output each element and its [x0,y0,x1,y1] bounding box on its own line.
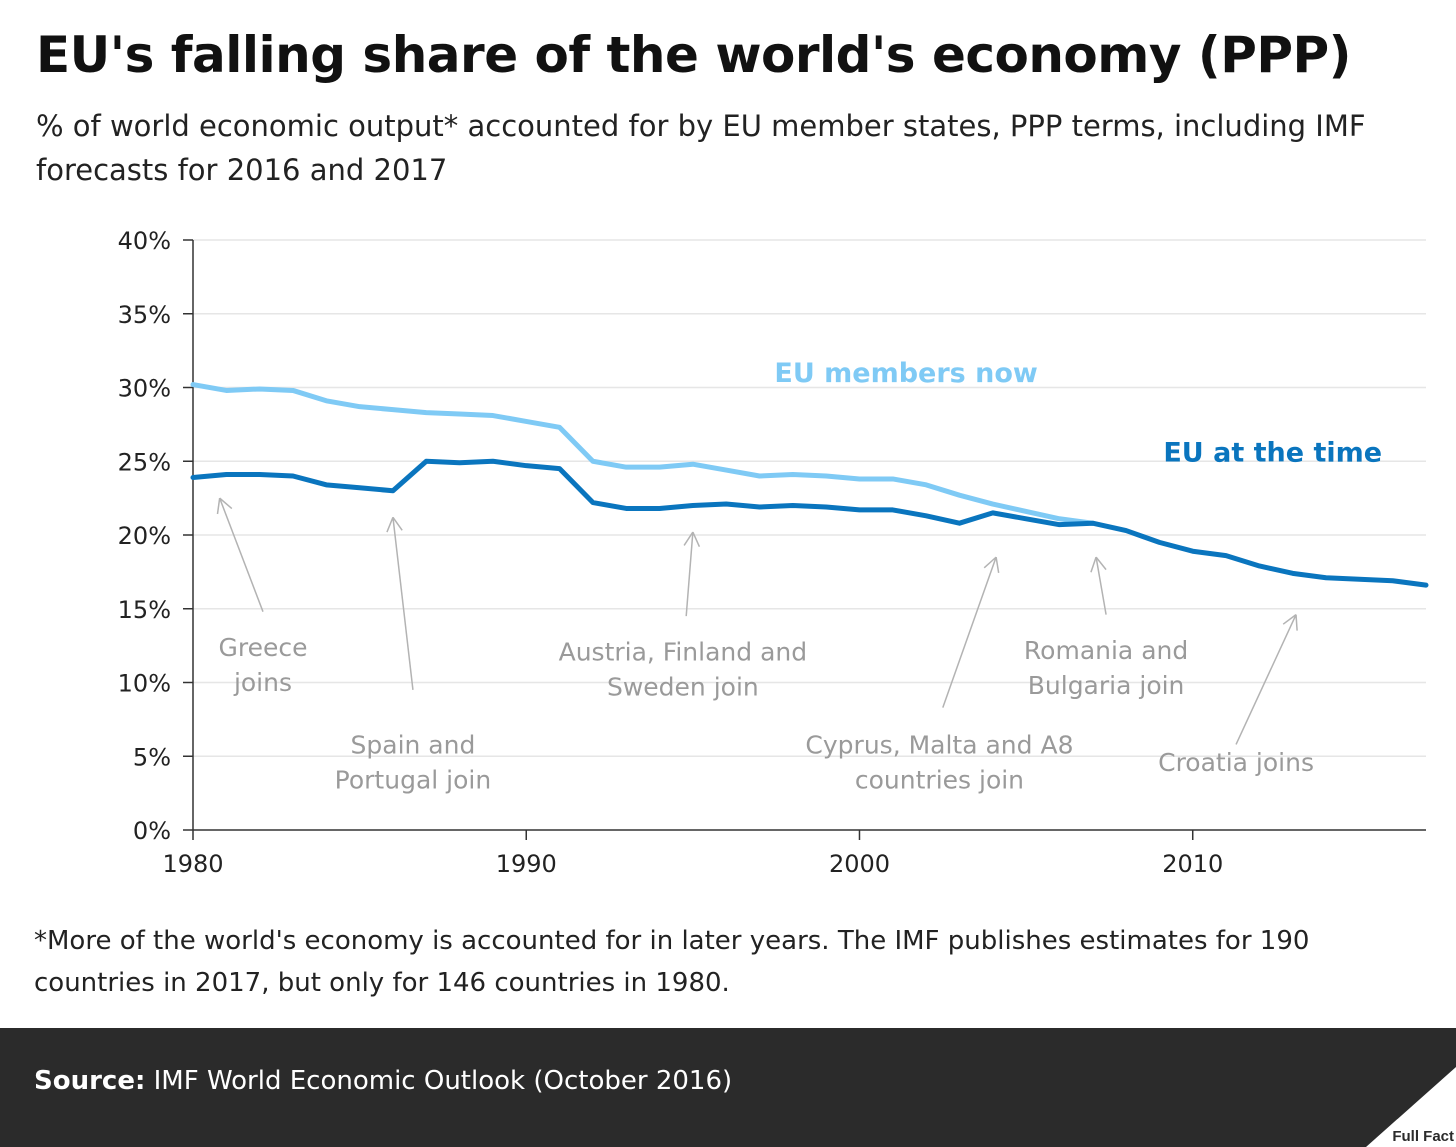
annotation-label: Cyprus, Malta and A8 [805,730,1073,759]
chart-subtitle: % of world economic output* accounted fo… [36,109,1366,187]
y-tick-label: 25% [118,448,171,476]
logo-text: Full Fact [1392,1128,1454,1145]
y-tick-label: 0% [133,817,171,845]
annotation-label: Bulgaria join [1028,671,1185,700]
annotation-arrow [1235,614,1298,745]
footnote: *More of the world's economy is accounte… [34,926,1310,998]
annotation-label: Sweden join [607,673,759,702]
series-line-eu-members-now [190,382,1096,526]
y-tick-label: 10% [118,670,171,698]
annotation-arrow [1090,556,1107,615]
y-tick-label: 20% [118,522,171,550]
annotation-label: Spain and [351,730,476,759]
y-tick-label: 15% [118,596,171,624]
annotation-label: Portugal join [335,765,492,794]
annotation-arrow [216,497,264,612]
y-tick-label: 35% [118,301,171,329]
source-line: Source: IMF World Economic Outlook (Octo… [34,1066,732,1096]
annotation-label: Greece [218,633,307,662]
annotation-arrow [386,516,414,690]
x-tick-label: 1990 [496,850,557,878]
line-chart: 0% 5% 10% 15% 20% 25% 30% 35% 40% 1980 1990 2000 201… [118,227,1429,878]
y-tick-label: 30% [118,375,171,403]
annotation-label: countries join [855,765,1024,794]
annotation-arrow [683,531,701,617]
chart-title: EU's falling share of the world's econom… [36,26,1352,84]
annotation-label: Croatia joins [1158,748,1314,777]
series-label: EU at the time [1163,437,1382,468]
x-tick-label: 2010 [1162,850,1223,878]
source-text: IMF World Economic Outlook (October 2016… [145,1066,733,1096]
annotation-label: joins [233,668,292,697]
y-tick-label: 5% [133,743,171,771]
source-label: Source: [34,1066,146,1096]
x-tick-label: 2000 [829,850,890,878]
series-label: EU members now [774,358,1038,389]
footer-bar: Source: IMF World Economic Outlook (Octo… [0,1028,1456,1147]
full-fact-logo-icon [1366,1067,1456,1147]
y-tick-label: 40% [118,227,171,255]
annotation-arrow [942,556,1000,708]
annotation-label: Romania and [1024,636,1188,665]
series-line-eu-at-the-time [190,458,1429,588]
x-tick-label: 1980 [162,850,223,878]
annotation-label: Austria, Finland and [559,638,808,667]
